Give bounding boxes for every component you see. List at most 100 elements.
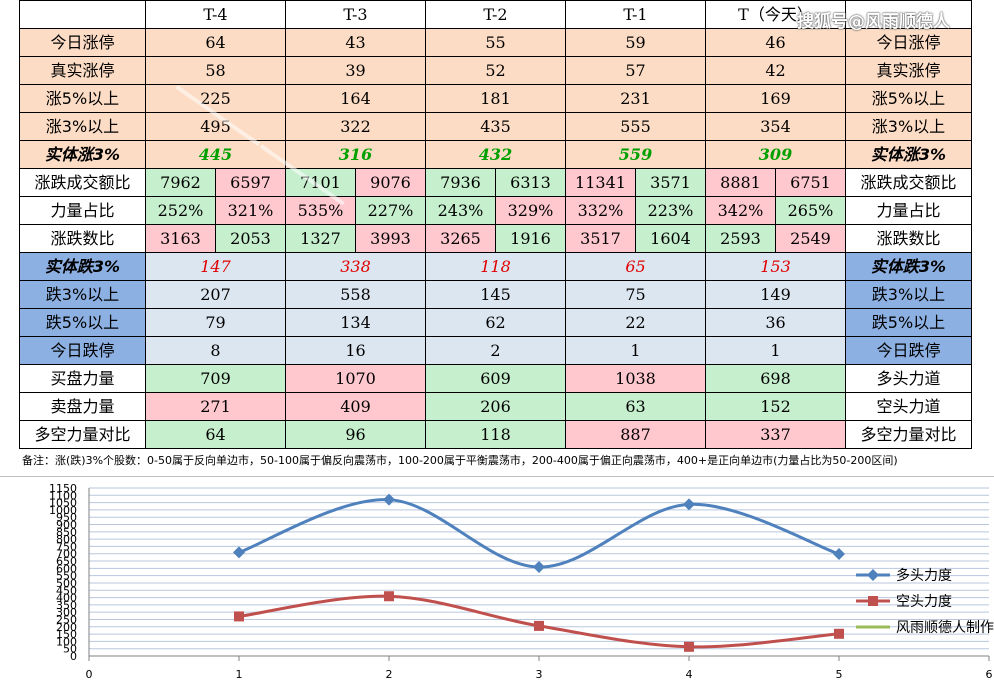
row-label: 涨跌数比 [845, 224, 972, 253]
table-row: 涨跌成交额比 7962 6597 7101 9076 7936 6313 11341 3571 8… [19, 168, 972, 197]
column-header: T（今天） [705, 0, 846, 29]
row-label: 跌3%以上 [845, 280, 972, 309]
table-row: 卖盘力量 271 409 206 63 152 空头力道 [19, 392, 972, 421]
table-row: 跌3%以上 207 558 145 75 149 跌3%以上 [19, 280, 972, 309]
table-cell: 134 [285, 308, 426, 337]
row-label: 跌5%以上 [19, 308, 146, 337]
row-label: 今日跌停 [845, 336, 972, 365]
table-row: 力量占比 252% 321% 535% 227% 243% 329% 332% 223% 342%… [19, 196, 972, 225]
table-cell: 2053 [215, 224, 286, 253]
y-tick-label: 700 [56, 548, 77, 561]
table-cell: 2 [425, 336, 566, 365]
table-cell: 118 [425, 420, 566, 449]
row-label: 跌5%以上 [845, 308, 972, 337]
row-label: 跌3%以上 [19, 280, 146, 309]
table-cell: 2549 [775, 224, 846, 253]
x-tick-label: 5 [836, 668, 843, 681]
table-cell: 698 [705, 364, 846, 393]
table-cell: 6313 [495, 168, 566, 197]
table-cell: 3163 [145, 224, 216, 253]
y-tick-label: 650 [56, 555, 77, 568]
data-point [234, 611, 244, 622]
x-tick-label: 6 [986, 668, 993, 681]
y-tick-label: 450 [56, 584, 77, 597]
table-cell: 316 [285, 140, 426, 169]
table-cell: 2593 [705, 224, 776, 253]
data-point [233, 546, 245, 559]
y-tick-label: 200 [56, 621, 77, 634]
table-cell: 555 [565, 112, 706, 141]
y-tick-label: 550 [56, 570, 77, 583]
table-cell: 223% [635, 196, 706, 225]
table-cell: 62 [425, 308, 566, 337]
table-cell: 52 [425, 56, 566, 85]
y-tick-label: 250 [56, 613, 77, 626]
table-row: 涨跌数比 3163 2053 1327 3993 3265 1916 3517 1604 2593… [19, 224, 972, 253]
table-cell: 1327 [285, 224, 356, 253]
table-row: 实体跌3% 147 338 118 65 153 实体跌3% [19, 252, 972, 281]
data-point [384, 591, 394, 602]
table-cell: 64 [145, 420, 286, 449]
table-row: 买盘力量 709 1070 609 1038 698 多头力道 [19, 364, 972, 393]
brand-label: 风雨顺德人制 [845, 0, 972, 29]
row-label: 实体涨3% [845, 140, 972, 169]
legend-marker [868, 596, 878, 606]
row-label: 涨跌数比 [19, 224, 146, 253]
y-tick-label: 900 [56, 519, 77, 532]
row-label: 今日涨停 [19, 28, 146, 57]
line-chart: 0501001502002503003504004505005506006507… [49, 482, 994, 681]
table-cell: 42 [705, 56, 846, 85]
table-row: 实体涨3% 445 316 432 559 309 实体涨3% [19, 140, 972, 169]
table-cell: 6751 [775, 168, 846, 197]
table-cell: 164 [285, 84, 426, 113]
watermark-text: 搜狐号@风雨顺德人 [797, 12, 950, 32]
row-label: 力量占比 [845, 196, 972, 225]
y-tick-label: 800 [56, 533, 77, 546]
y-tick-label: 950 [56, 511, 77, 524]
table-cell: 231 [565, 84, 706, 113]
table-row: 涨3%以上 495 322 435 555 354 涨3%以上 [19, 112, 972, 141]
table-cell: 63 [565, 392, 706, 421]
row-label: 真实涨停 [19, 56, 146, 85]
x-tick-label: 3 [536, 668, 543, 681]
table-cell: 887 [565, 420, 706, 449]
table-cell: 337 [705, 420, 846, 449]
table-cell: 321% [215, 196, 286, 225]
table-cell: 22 [565, 308, 706, 337]
y-tick-label: 500 [56, 577, 77, 590]
table-cell: 322 [285, 112, 426, 141]
table-cell: 65 [565, 252, 706, 281]
row-label: 涨跌成交额比 [845, 168, 972, 197]
table-cell: 265% [775, 196, 846, 225]
row-label: 实体涨3% [19, 140, 146, 169]
data-point [833, 548, 845, 561]
data-point [834, 628, 844, 639]
data-point [383, 493, 395, 506]
table-cell: 11341 [565, 168, 636, 197]
table-cell: 206 [425, 392, 566, 421]
table-cell: 55 [425, 28, 566, 57]
table-cell: 3265 [425, 224, 496, 253]
y-tick-label: 400 [56, 592, 77, 605]
table-cell: 16 [285, 336, 426, 365]
row-label: 卖盘力量 [19, 392, 146, 421]
note-text: 备注：涨(跌)3%个股数：0-50属于反向单边市，50-100属于偏反向震荡市，… [22, 454, 898, 467]
table-cell: 432 [425, 140, 566, 169]
y-tick-label: 150 [56, 628, 77, 641]
table-cell: 181 [425, 84, 566, 113]
table-cell: 152 [705, 392, 846, 421]
data-point [683, 498, 695, 511]
table-cell: 7962 [145, 168, 216, 197]
table-cell: 252% [145, 196, 216, 225]
column-header: T-3 [285, 0, 426, 29]
table-cell: 309 [705, 140, 846, 169]
table-cell: 8881 [705, 168, 776, 197]
y-tick-label: 1100 [49, 489, 77, 502]
row-label: 力量占比 [19, 196, 146, 225]
row-label: 实体跌3% [19, 252, 146, 281]
table-cell: 118 [425, 252, 566, 281]
table-cell: 559 [565, 140, 706, 169]
row-label: 空头力道 [845, 392, 972, 421]
table-cell: 271 [145, 392, 286, 421]
table-cell: 79 [145, 308, 286, 337]
